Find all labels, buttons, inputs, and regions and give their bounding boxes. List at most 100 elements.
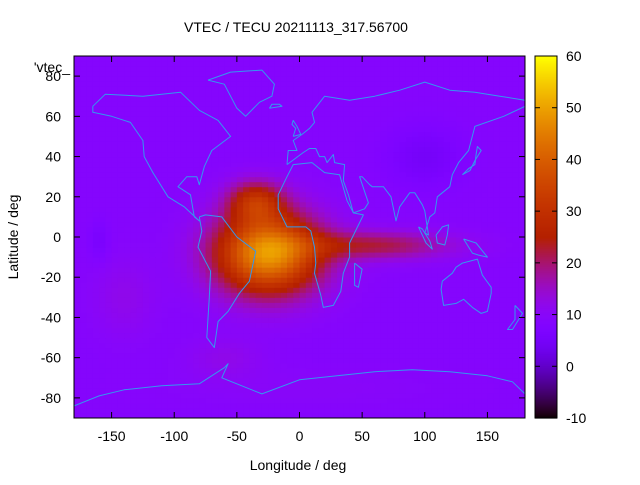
heatmap-cell bbox=[481, 237, 488, 243]
heatmap-cell bbox=[431, 211, 438, 218]
heatmap-cell bbox=[230, 146, 238, 153]
heatmap-cell bbox=[343, 216, 351, 223]
heatmap-cell bbox=[293, 392, 300, 399]
heatmap-cell bbox=[174, 116, 181, 122]
heatmap-cell bbox=[293, 287, 300, 293]
heatmap-cell bbox=[80, 387, 88, 394]
heatmap-cell bbox=[405, 307, 413, 313]
heatmap-cell bbox=[368, 287, 376, 293]
heatmap-cell bbox=[449, 332, 457, 339]
heatmap-cell bbox=[130, 262, 138, 268]
heatmap-cell bbox=[518, 337, 525, 344]
heatmap-cell bbox=[305, 106, 313, 112]
heatmap-cell bbox=[92, 372, 100, 379]
heatmap-cell bbox=[449, 242, 457, 248]
heatmap-cell bbox=[412, 166, 420, 173]
heatmap-cell bbox=[255, 342, 263, 349]
heatmap-cell bbox=[412, 397, 420, 404]
heatmap-cell bbox=[462, 282, 470, 288]
heatmap-cell bbox=[487, 116, 495, 122]
heatmap-cell bbox=[362, 392, 369, 399]
heatmap-cell bbox=[393, 257, 401, 263]
heatmap-cell bbox=[243, 181, 250, 188]
heatmap-cell bbox=[449, 247, 457, 253]
heatmap-cell bbox=[499, 201, 507, 208]
heatmap-cell bbox=[355, 292, 363, 298]
heatmap-cell bbox=[74, 121, 81, 127]
heatmap-cell bbox=[405, 161, 413, 168]
heatmap-cell bbox=[337, 357, 344, 364]
heatmap-cell bbox=[355, 196, 363, 203]
heatmap-cell bbox=[512, 206, 520, 213]
heatmap-cell bbox=[456, 252, 463, 258]
heatmap-cell bbox=[368, 161, 376, 168]
heatmap-cell bbox=[493, 201, 501, 208]
heatmap-cell bbox=[174, 191, 181, 198]
heatmap-cell bbox=[374, 211, 382, 218]
heatmap-cell bbox=[199, 146, 207, 153]
heatmap-cell bbox=[261, 357, 269, 364]
heatmap-cell bbox=[280, 347, 288, 354]
heatmap-cell bbox=[462, 91, 470, 97]
heatmap-cell bbox=[199, 211, 207, 218]
heatmap-cell bbox=[431, 176, 438, 183]
heatmap-cell bbox=[161, 287, 169, 293]
heatmap-cell bbox=[286, 201, 294, 208]
heatmap-cell bbox=[80, 412, 88, 418]
heatmap-cell bbox=[468, 302, 476, 308]
heatmap-cell bbox=[405, 76, 413, 82]
heatmap-cell bbox=[286, 317, 294, 323]
heatmap-cell bbox=[312, 106, 319, 112]
heatmap-cell bbox=[205, 71, 213, 77]
heatmap-cell bbox=[437, 357, 445, 364]
heatmap-cell bbox=[74, 292, 81, 298]
heatmap-cell bbox=[155, 221, 163, 228]
heatmap-cell bbox=[318, 231, 326, 238]
heatmap-cell bbox=[186, 267, 194, 273]
heatmap-cell bbox=[193, 267, 200, 273]
heatmap-cell bbox=[255, 121, 263, 127]
heatmap-cell bbox=[349, 307, 357, 313]
heatmap-cell bbox=[211, 257, 219, 263]
heatmap-cell bbox=[286, 186, 294, 193]
heatmap-cell bbox=[487, 412, 495, 418]
heatmap-cell bbox=[243, 86, 250, 92]
heatmap-cell bbox=[167, 407, 175, 414]
heatmap-cell bbox=[243, 176, 250, 183]
heatmap-cell bbox=[368, 257, 376, 263]
heatmap-cell bbox=[305, 211, 313, 218]
heatmap-cell bbox=[193, 342, 200, 349]
heatmap-cell bbox=[92, 322, 100, 328]
heatmap-cell bbox=[399, 252, 407, 258]
heatmap-cell bbox=[462, 407, 470, 414]
heatmap-cell bbox=[424, 337, 432, 344]
heatmap-cell bbox=[274, 91, 282, 97]
heatmap-cell bbox=[142, 307, 150, 313]
heatmap-cell bbox=[218, 412, 225, 418]
heatmap-cell bbox=[387, 262, 394, 268]
heatmap-cell bbox=[380, 206, 388, 213]
heatmap-cell bbox=[431, 121, 438, 127]
heatmap-cell bbox=[487, 126, 495, 132]
heatmap-cell bbox=[518, 151, 525, 158]
heatmap-cell bbox=[437, 71, 445, 77]
heatmap-cell bbox=[487, 257, 495, 263]
heatmap-cell bbox=[443, 166, 451, 173]
heatmap-cell bbox=[449, 302, 457, 308]
heatmap-cell bbox=[249, 81, 257, 87]
heatmap-cell bbox=[199, 352, 207, 359]
heatmap-cell bbox=[399, 81, 407, 87]
heatmap-cell bbox=[512, 367, 520, 374]
heatmap-cell bbox=[399, 242, 407, 248]
heatmap-cell bbox=[349, 347, 357, 354]
heatmap-cell bbox=[236, 166, 244, 173]
heatmap-cell bbox=[468, 191, 476, 198]
heatmap-cell bbox=[368, 141, 376, 147]
heatmap-cell bbox=[86, 402, 94, 409]
heatmap-cell bbox=[224, 111, 232, 117]
heatmap-cell bbox=[230, 367, 238, 374]
heatmap-cell bbox=[312, 367, 319, 374]
heatmap-cell bbox=[456, 106, 463, 112]
heatmap-cell bbox=[136, 322, 144, 328]
heatmap-cell bbox=[280, 272, 288, 278]
